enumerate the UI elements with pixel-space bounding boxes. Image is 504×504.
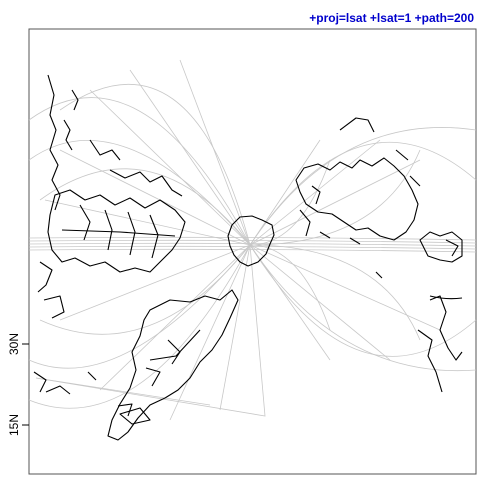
country-cluster-left [47,189,186,273]
map-title: +proj=lsat +lsat=1 +path=200 [309,11,474,25]
north-east-continent [295,157,419,241]
south-west-continent [107,289,239,441]
graticule [28,59,477,421]
plot-frame [28,28,477,475]
upper-left-coast [47,74,61,211]
y-axis: 15N 30N [7,333,29,436]
central-landmass [227,215,275,267]
y-tick-label-30: 30N [7,333,21,355]
east-coast [419,231,463,263]
coastlines [33,74,463,441]
y-tick-label-15: 15N [7,414,21,436]
